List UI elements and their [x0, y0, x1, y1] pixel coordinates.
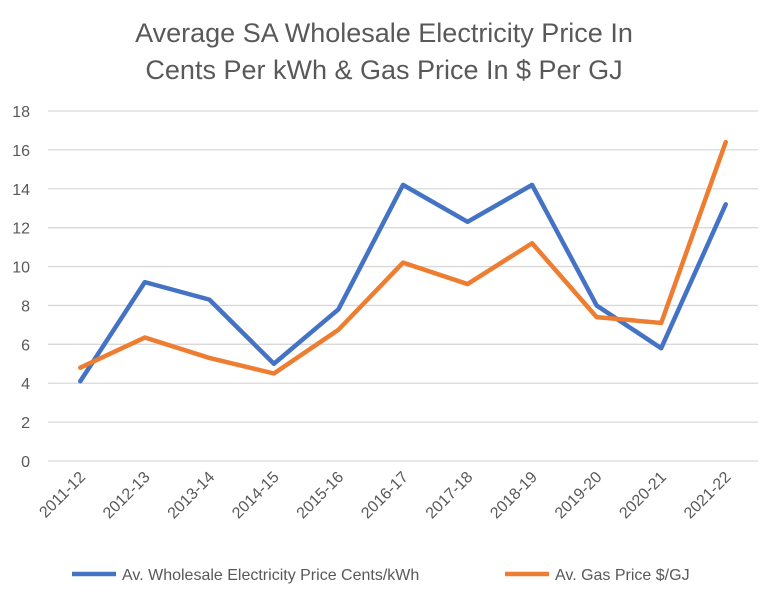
y-tick-label: 14 [12, 182, 30, 199]
series-line-1 [78, 182, 728, 384]
chart-title-line-1: Average SA Wholesale Electricity Price I… [135, 18, 633, 48]
y-tick-label: 6 [21, 337, 30, 354]
y-tick-label: 4 [21, 376, 30, 393]
x-tick-label: 2013-14 [165, 469, 219, 523]
x-tick-label: 2019-20 [552, 469, 606, 523]
y-tick-label: 0 [21, 454, 30, 471]
x-tick-label: 2021-22 [681, 469, 735, 523]
x-tick-label: 2017-18 [423, 469, 477, 523]
y-tick-label: 2 [21, 415, 30, 432]
x-tick-label: 2016-17 [358, 469, 412, 523]
x-tick-label: 2014-15 [229, 469, 283, 523]
series-line-2 [78, 139, 728, 376]
y-tick-label: 16 [12, 143, 30, 160]
y-tick-label: 8 [21, 298, 30, 315]
x-tick-label: 2011-12 [36, 469, 89, 522]
chart-title-line-2: Cents Per kWh & Gas Price In $ Per GJ [145, 55, 622, 85]
x-tick-label: 2012-13 [100, 469, 154, 523]
x-tick-label: 2015-16 [294, 469, 348, 523]
y-tick-label: 12 [12, 221, 30, 238]
y-tick-label: 18 [12, 104, 30, 121]
legend-label-1: Av. Wholesale Electricity Price Cents/kW… [122, 567, 419, 584]
y-tick-label: 10 [12, 260, 30, 277]
x-tick-label: 2018-19 [487, 469, 541, 523]
x-tick-label: 2020-21 [616, 469, 670, 523]
legend-label-2: Av. Gas Price $/GJ [555, 567, 690, 584]
